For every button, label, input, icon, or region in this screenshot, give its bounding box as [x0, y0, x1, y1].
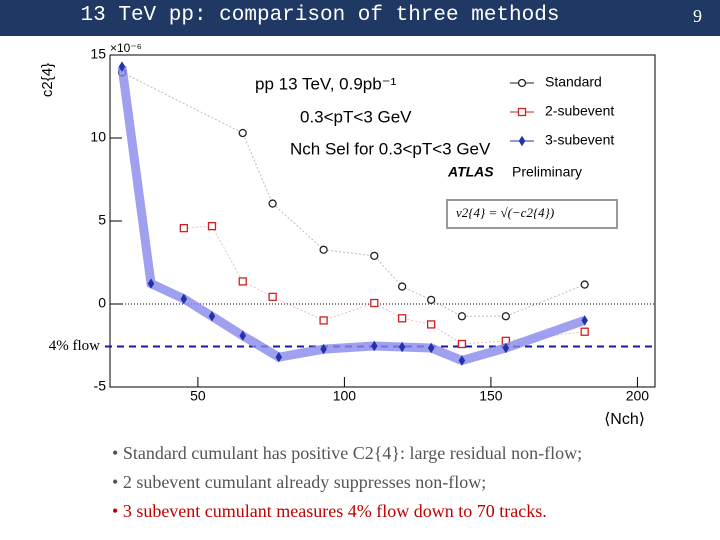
- point: [502, 342, 510, 354]
- point: [371, 340, 378, 352]
- y-tick-label: 15: [90, 46, 106, 62]
- chart: 50 100 150 200 -5 0 5 10 15 c2{4} ×10⁻⁶ ⟨Nch⟩ 4% flo…: [39, 41, 656, 428]
- point: [370, 298, 379, 308]
- y-tick-label: 5: [98, 212, 106, 228]
- formula-box: [446, 199, 618, 229]
- bullet: 2 subevent cumulant already suppresses n…: [112, 472, 582, 501]
- annotation: 0.3<pT<3 GeV: [300, 107, 412, 126]
- point: [320, 343, 327, 355]
- point: [179, 223, 188, 233]
- legend-marker: [518, 135, 526, 147]
- bullet-list: Standard cumulant has positive C2{4}: la…: [112, 443, 582, 530]
- x-tick-label: 100: [333, 388, 357, 404]
- point: [458, 355, 466, 366]
- bullet: Standard cumulant has positive C2{4}: la…: [112, 443, 582, 472]
- x-tick-label: 50: [190, 388, 206, 404]
- annotation: Nch Sel for 0.3<pT<3 GeV: [290, 139, 491, 158]
- y-axis-label: c2{4}: [39, 63, 56, 97]
- point: [207, 221, 217, 231]
- y-tick-label: 0: [98, 295, 106, 311]
- legend-marker: [517, 78, 527, 88]
- point: [238, 277, 247, 286]
- point: [457, 312, 467, 321]
- x-tick-label: 150: [479, 388, 503, 404]
- title-bar: [0, 0, 720, 36]
- point: [426, 320, 436, 329]
- reference-label: 4% flow: [49, 338, 100, 354]
- point: [275, 351, 283, 363]
- annotation: Preliminary: [512, 164, 582, 180]
- annotation: ATLAS: [447, 164, 494, 180]
- point: [180, 293, 188, 305]
- legend-label: 2-subevent: [545, 103, 614, 119]
- point: [580, 327, 589, 336]
- slide-title: 13 TeV pp: comparison of three methods: [80, 4, 560, 27]
- legend-label: Standard: [545, 74, 602, 90]
- legend-marker: [517, 107, 527, 117]
- x-axis-label: ⟨Nch⟩: [604, 411, 645, 428]
- point: [398, 341, 406, 353]
- legend-label: 3-subevent: [545, 132, 614, 148]
- point: [397, 314, 407, 323]
- point: [580, 280, 589, 289]
- annotation: pp 13 TeV, 0.9pb⁻¹: [255, 74, 397, 93]
- annotation: v2{4} = √(−c2{4}): [456, 205, 554, 220]
- point: [147, 278, 155, 289]
- point: [239, 330, 247, 341]
- point: [581, 315, 588, 326]
- point: [370, 251, 379, 261]
- point: [268, 292, 277, 302]
- bullet: 3 subevent cumulant measures 4% flow dow…: [112, 501, 582, 530]
- point: [397, 282, 407, 291]
- series-line: [121, 71, 585, 317]
- x-tick-label: 200: [626, 388, 650, 404]
- point: [268, 199, 277, 208]
- point: [319, 316, 328, 325]
- y-tick-label: 10: [90, 129, 106, 145]
- point: [118, 61, 126, 72]
- point: [501, 312, 511, 321]
- point: [427, 342, 435, 354]
- point: [426, 295, 436, 305]
- point: [208, 311, 216, 322]
- point: [457, 339, 467, 349]
- y-multiplier: ×10⁻⁶: [110, 41, 142, 55]
- y-tick-label: -5: [94, 378, 107, 394]
- point: [319, 245, 328, 254]
- point: [238, 128, 247, 138]
- page-number: 9: [693, 6, 702, 26]
